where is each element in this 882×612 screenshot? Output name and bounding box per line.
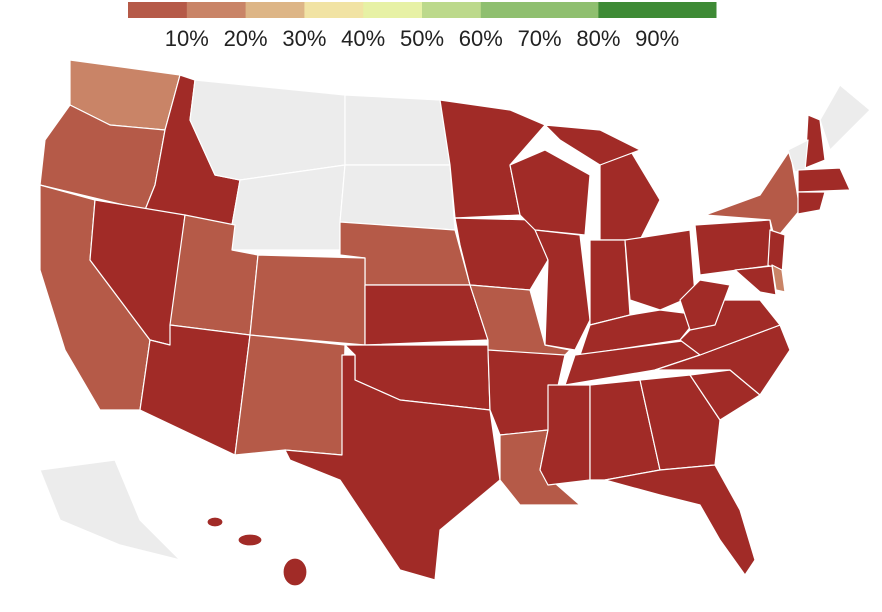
state (237, 533, 263, 547)
legend-tick-label: 60% (459, 26, 503, 51)
legend-swatch (598, 2, 658, 18)
legend-tick-label: 50% (400, 26, 444, 51)
state (599, 149, 661, 241)
state (206, 516, 224, 528)
legend-swatch (363, 2, 423, 18)
state (139, 324, 251, 456)
state (284, 354, 501, 581)
state (534, 229, 591, 351)
legend-tick-label: 40% (341, 26, 385, 51)
legend-tick-label: 70% (518, 26, 562, 51)
state (234, 334, 346, 456)
legend: 10% 20% 30% 40% 50% 60% 70% 80% 90% (128, 2, 717, 51)
legend-swatch (480, 2, 541, 18)
legend-swatch (539, 2, 599, 18)
legend-swatch (657, 2, 717, 18)
legend-tick-label: 10% (165, 26, 209, 51)
legend-swatch (128, 2, 188, 18)
legend-swatch (245, 2, 305, 18)
state (339, 164, 456, 231)
state (589, 239, 631, 326)
state (679, 279, 731, 331)
state (734, 265, 777, 296)
state (544, 124, 641, 166)
state (509, 149, 591, 236)
states (39, 59, 871, 587)
state (364, 284, 489, 346)
state (189, 79, 346, 181)
state (539, 384, 591, 486)
state (797, 191, 826, 215)
state (624, 229, 696, 311)
state (604, 464, 756, 576)
state (797, 167, 851, 193)
legend-swatch (186, 2, 247, 18)
state (344, 94, 451, 166)
legend-swatch (422, 2, 482, 18)
legend-tick-label: 30% (282, 26, 326, 51)
legend-tick-label: 20% (224, 26, 268, 51)
state (819, 84, 871, 151)
legend-tick-label: 80% (576, 26, 620, 51)
state (39, 459, 181, 561)
legend-swatch (304, 2, 364, 18)
legend-tick-label: 90% (635, 26, 679, 51)
state (639, 374, 721, 471)
state (249, 254, 366, 346)
state (282, 557, 308, 587)
